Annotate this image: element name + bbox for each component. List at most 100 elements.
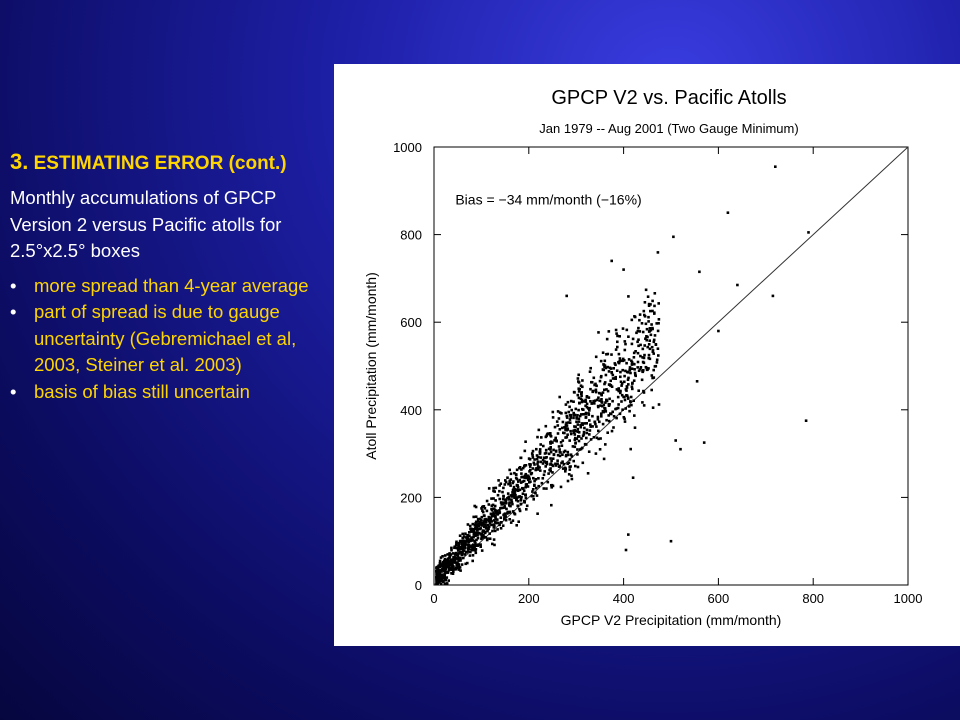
data-point	[584, 404, 587, 408]
data-point	[600, 415, 603, 418]
data-point	[647, 343, 651, 346]
data-point	[615, 407, 619, 410]
data-point	[451, 552, 455, 555]
data-point	[556, 462, 559, 465]
data-point	[533, 479, 536, 483]
data-point	[520, 495, 523, 499]
data-point	[482, 533, 485, 537]
data-point	[565, 453, 568, 457]
data-point	[511, 510, 515, 513]
data-point	[562, 450, 566, 454]
data-point	[597, 331, 600, 334]
slide-heading: 3. ESTIMATING ERROR (cont.)	[10, 148, 328, 177]
data-point	[582, 400, 585, 403]
data-point	[452, 558, 455, 561]
data-point	[459, 556, 462, 560]
data-point	[642, 356, 646, 360]
data-point	[518, 478, 521, 482]
data-point	[515, 524, 518, 527]
data-point	[584, 415, 588, 419]
data-point	[521, 492, 525, 495]
data-point	[600, 400, 604, 404]
data-point	[464, 546, 467, 550]
data-point	[547, 472, 550, 475]
data-point	[514, 476, 518, 480]
data-point	[543, 470, 546, 473]
data-point	[552, 448, 555, 452]
data-point	[569, 465, 572, 468]
data-point	[607, 414, 610, 417]
data-point	[551, 410, 555, 414]
data-point	[488, 532, 491, 535]
data-point	[576, 465, 580, 469]
data-point	[558, 395, 561, 399]
data-point	[623, 398, 627, 402]
data-point	[514, 493, 517, 497]
data-point	[607, 403, 611, 406]
data-point	[617, 387, 620, 390]
data-point	[656, 251, 660, 254]
data-point	[607, 419, 611, 423]
data-point	[556, 424, 560, 427]
data-point	[568, 418, 572, 421]
data-point	[511, 493, 514, 497]
data-point	[454, 566, 458, 569]
data-point	[623, 340, 627, 343]
data-point	[561, 439, 565, 442]
data-point	[639, 354, 642, 358]
data-point	[497, 479, 500, 482]
data-point	[597, 396, 600, 399]
data-point	[556, 459, 559, 462]
data-point	[587, 413, 591, 416]
data-point	[631, 381, 634, 385]
data-point	[471, 522, 475, 526]
data-point	[444, 565, 447, 568]
data-point	[451, 566, 455, 570]
data-point	[633, 315, 636, 318]
data-point	[549, 440, 553, 443]
data-point	[622, 268, 625, 271]
scatter-chart: GPCP V2 vs. Pacific Atolls Jan 1979 -- A…	[363, 87, 922, 628]
data-point	[547, 447, 551, 451]
data-point	[472, 515, 475, 519]
data-point	[532, 498, 535, 501]
chart-subtitle: Jan 1979 -- Aug 2001 (Two Gauge Minimum)	[539, 121, 798, 136]
data-point	[654, 364, 658, 368]
data-point	[625, 328, 629, 332]
data-point	[521, 475, 524, 479]
data-point	[527, 475, 530, 478]
data-point	[616, 340, 619, 344]
data-point	[584, 443, 588, 446]
data-point	[476, 528, 480, 531]
data-point	[581, 379, 584, 382]
data-point	[571, 445, 575, 448]
data-point	[559, 451, 562, 454]
data-point	[450, 548, 453, 552]
data-point	[632, 356, 636, 359]
data-point	[580, 394, 583, 397]
data-point	[516, 504, 519, 508]
data-point	[637, 338, 640, 341]
data-point	[633, 368, 636, 371]
data-point	[435, 565, 439, 569]
data-point	[620, 393, 624, 397]
data-point	[535, 447, 538, 451]
data-point	[575, 420, 578, 424]
axis-ticks	[433, 146, 909, 586]
data-point	[567, 421, 570, 424]
data-point	[530, 494, 534, 498]
axis-tick-labels: 00 200 200 400 400 600 600 800 800 1000 1000	[393, 140, 922, 606]
data-point	[482, 505, 486, 508]
data-point	[679, 447, 682, 451]
x-tick-label: 1000	[894, 591, 923, 606]
data-point	[526, 478, 530, 482]
data-point	[461, 545, 465, 549]
data-point	[474, 505, 478, 509]
data-point	[648, 339, 651, 342]
data-point	[631, 387, 634, 391]
data-point	[616, 406, 620, 410]
data-point	[629, 447, 632, 451]
data-point	[455, 540, 458, 544]
data-point	[435, 575, 438, 579]
data-point	[637, 344, 640, 348]
